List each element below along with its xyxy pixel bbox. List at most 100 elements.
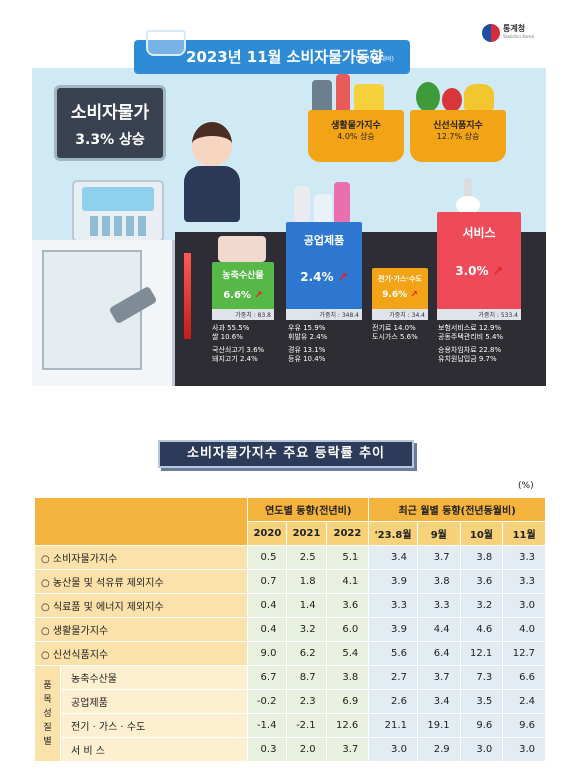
table-group-header-row: 연도별 동향(전년비) 최근 월별 동향(전년동월비) [33, 497, 546, 546]
brush-icon [336, 74, 350, 114]
agri-item: 사과 55.5% [212, 324, 250, 332]
table-cell: 2.9 [416, 737, 461, 762]
bar-industry: 공업제품 2.4% ↗ 가중치 : 348.4 [286, 222, 362, 320]
table-cell: 5.4 [325, 641, 370, 666]
bar-utility-name: 전기·가스·수도 [378, 275, 422, 283]
agri-item: 쌀 10.6% [212, 333, 243, 341]
table-cell: 1.4 [286, 593, 327, 618]
table-row: 품목성질별 농축수산물 6.7 8.7 3.8 2.7 3.7 7.3 6.6 [34, 665, 546, 762]
table-cell: 9.6 [502, 713, 546, 738]
infographic-subtitle: (전년동월대비) [356, 56, 394, 63]
table-cell: 9.0 [247, 641, 288, 666]
row-label: ○ 농산물 및 석유류 제외지수 [33, 569, 249, 594]
table-cell: -1.4 [247, 713, 288, 738]
checkout-counter [32, 240, 175, 386]
bar-service-name: 서비스 [462, 226, 496, 240]
broccoli-icon [416, 82, 440, 112]
service-item: 승용차임차료 22.8% [438, 346, 502, 354]
table-cell: 2.6 [368, 689, 418, 714]
table-cell: 3.0 [368, 737, 418, 762]
table-cell: 3.4 [416, 689, 461, 714]
utility-item: 도시가스 5.6% [372, 333, 418, 341]
up-arrow-icon: ↗ [337, 270, 348, 284]
table-row: 서 비 스 0.3 2.0 3.7 3.0 2.9 3.0 3.0 [35, 737, 546, 762]
logo-subtext: Statistics Korea [503, 34, 534, 39]
side-category-text: 품목성질별 [43, 680, 52, 747]
table-row: ○ 소비자물가지수 0.5 2.5 5.1 3.4 3.7 3.8 3.3 [33, 545, 546, 570]
column-header: 10월 [459, 521, 504, 546]
fresh-food-name: 신선식품지수 [433, 121, 483, 131]
industry-item: 휘발유 2.4% [288, 333, 328, 341]
cash-register-icon [72, 180, 164, 242]
statistics-korea-logo-icon [482, 24, 500, 42]
bar-service: 서비스 3.0% ↗ 가중치 : 533.4 [437, 212, 521, 320]
table-cell: 2.5 [286, 545, 327, 570]
column-header: 11월 [502, 521, 546, 546]
title-banner: 2023년 11월 소비자물가동향 (전년동월대비) [134, 30, 410, 74]
table-cell: 6.0 [325, 617, 370, 642]
table-corner-cell [33, 497, 249, 546]
table-cell: 3.8 [325, 665, 370, 690]
table-cell: 8.7 [286, 665, 327, 690]
row-label: ○ 식료품 및 에너지 제외지수 [33, 593, 249, 618]
table-cell: 3.3 [502, 545, 546, 570]
row-label: 농축수산물 [59, 665, 249, 690]
cpi-sign-title: 소비자물가 [70, 103, 150, 123]
table-cell: 21.1 [368, 713, 418, 738]
row-label: ○ 생활물가지수 [33, 617, 249, 642]
row-label: 전기 · 가스 · 수도 [59, 713, 249, 738]
table-cell: 3.0 [502, 737, 546, 762]
column-header: 2021 [286, 521, 327, 546]
bar-service-weight: 가중치 : 533.4 [437, 309, 521, 320]
utility-items: 전기료 14.0% 도시가스 5.6% [372, 324, 418, 342]
service-item: 유치원납입금 9.7% [438, 355, 497, 363]
table-cell: 0.3 [247, 737, 288, 762]
table-cell: 12.1 [459, 641, 504, 666]
table-cell: 3.4 [368, 545, 418, 570]
table-cell: 3.6 [459, 569, 504, 594]
banana-icon [464, 84, 494, 110]
table-cell: 6.2 [286, 641, 327, 666]
column-header: 2022 [325, 521, 370, 546]
table-cell: -2.1 [286, 713, 327, 738]
table-cell: -0.2 [247, 689, 288, 714]
cpi-infographic: 2023년 11월 소비자물가동향 (전년동월대비) 통계청 Statistic… [32, 10, 546, 386]
table-cell: 5.1 [325, 545, 370, 570]
column-header: 2020 [247, 521, 288, 546]
table-cell: 2.3 [286, 689, 327, 714]
column-header: '23.8월 [368, 521, 418, 546]
bar-agri: 농축수산물 6.6% ↗ 가중치 : 83.8 [212, 262, 274, 320]
table-cell: 3.7 [416, 545, 461, 570]
service-items: 보험서비스료 12.9% 공동주택관리비 5.4% 승용차임차료 22.8% 유… [438, 324, 503, 364]
living-price-value: 4.0% 상승 [337, 132, 375, 141]
row-label: ○ 신선식품지수 [33, 641, 249, 666]
table-cell: 3.2 [286, 617, 327, 642]
group-header-monthly: 최근 월별 동향(전년동월비) [368, 497, 546, 522]
bar-industry-value: 2.4% ↗ [300, 270, 348, 284]
agri-items: 사과 55.5% 쌀 10.6% 국산쇠고기 3.6% 돼지고기 2.4% [212, 324, 264, 364]
table-cell: 3.3 [416, 593, 461, 618]
bar-service-value: 3.0% ↗ [455, 264, 503, 278]
bar-industry-name: 공업제품 [303, 234, 345, 247]
milk-carton-icon [294, 186, 310, 224]
table-cell: 4.1 [325, 569, 370, 594]
bar-agri-value: 6.6% ↗ [223, 290, 263, 301]
table-cell: 2.7 [368, 665, 418, 690]
cloud-decoration [436, 36, 466, 48]
up-arrow-icon: ↗ [492, 264, 503, 278]
table-cell: 6.6 [502, 665, 546, 690]
bottle-icon [314, 194, 332, 224]
industry-item: 등유 10.4% [288, 355, 326, 363]
cpi-sign: 소비자물가 3.3% 상승 [54, 85, 166, 161]
table-row: ○ 신선식품지수 9.0 6.2 5.4 5.6 6.4 12.1 12.7 [33, 641, 546, 666]
table-row: 전기 · 가스 · 수도 -1.4 -2.1 12.6 21.1 19.1 9.… [35, 713, 546, 738]
up-arrow-icon: ↗ [254, 290, 263, 301]
table-cell: 4.6 [459, 617, 504, 642]
table-row: 공업제품 -0.2 2.3 6.9 2.6 3.4 3.5 2.4 [35, 689, 546, 714]
register-keys [90, 216, 148, 236]
fresh-food-value: 12.7% 상승 [436, 132, 480, 141]
service-item: 보험서비스료 12.9% [438, 324, 502, 332]
service-item: 공동주택관리비 5.4% [438, 333, 504, 341]
shampoo-icon [334, 182, 350, 224]
industry-item: 경유 13.1% [288, 346, 326, 354]
